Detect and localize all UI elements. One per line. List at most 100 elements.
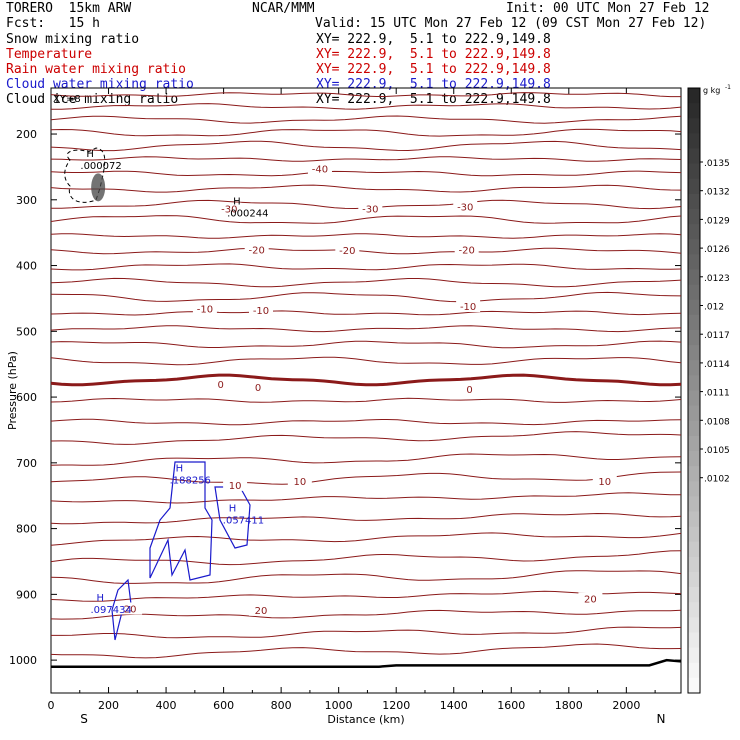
valid-time: Valid: 15 UTC Mon 27 Feb 12 (09 CST Mon …: [315, 16, 707, 31]
isotherm-line: [50, 170, 682, 177]
colorbar-swatch: [688, 193, 700, 210]
colorbar-frame: [687, 87, 701, 694]
colorbar-swatch: [688, 420, 700, 437]
isotherm-zero: [50, 373, 682, 387]
ground-surface-line: [51, 658, 682, 668]
x-tick-label: 800: [271, 699, 292, 712]
colorbar-swatch: [688, 88, 700, 104]
extremum-value: .188256: [170, 475, 211, 486]
colorbar-label: .0129: [704, 216, 730, 226]
isotherm-line: [50, 512, 682, 525]
isotherm-line: [50, 215, 682, 224]
colorbar-swatch: [688, 284, 700, 301]
y-tick-label: 1000: [9, 654, 37, 667]
isotherm-line: [50, 492, 681, 504]
isotherm-label: -10: [253, 306, 269, 317]
extremum-value: .000072: [80, 161, 121, 172]
x-tick-label: 400: [156, 699, 177, 712]
isotherm-line: [50, 431, 682, 445]
colorbar-swatch: [688, 239, 700, 255]
colorbar-swatch: [688, 375, 700, 391]
isotherm-label: -20: [339, 246, 355, 257]
contour-label-bg: [244, 243, 269, 256]
contour-label-bg: [307, 162, 332, 175]
isotherm-line: [50, 570, 682, 584]
x-tick-label: 1800: [555, 699, 583, 712]
plot-frame: [50, 87, 682, 694]
isotherm-label: 0: [255, 383, 261, 394]
contour-label-bg: [249, 603, 273, 616]
endpoint-left-label: S: [80, 712, 88, 726]
colorbar-swatch: [688, 662, 700, 679]
contour-label-bg: [223, 478, 248, 491]
isotherm-label: 10: [598, 477, 611, 488]
colorbar-label: .012: [704, 303, 724, 313]
isotherm-line: [50, 356, 682, 366]
colorbar-swatch: [688, 148, 700, 165]
colorbar-swatch: [688, 602, 700, 618]
isotherm-line: [50, 92, 681, 98]
contour-label-bg: [456, 299, 481, 312]
isotherm-label: 20: [584, 595, 597, 606]
x-tick-label: 2000: [612, 699, 640, 712]
x-tick-label: 1000: [325, 699, 353, 712]
colorbar-swatch: [688, 435, 700, 452]
colorbar-label: .0132: [704, 188, 730, 198]
isotherm-line: [50, 340, 682, 349]
extremum-value: .057411: [223, 515, 264, 526]
colorbar-swatch: [688, 103, 700, 119]
colorbar-swatch: [688, 345, 700, 361]
colorbar-swatch: [688, 254, 700, 270]
isotherm-line: [51, 103, 682, 110]
colorbar-label: .0126: [704, 245, 730, 255]
isotherm-line: [50, 643, 682, 659]
isotherm-label: -30: [362, 205, 378, 216]
extremum-marker: H: [229, 503, 237, 514]
colorbar-swatch: [688, 541, 700, 558]
y-tick-label: 300: [16, 194, 37, 207]
isotherm-line: [50, 184, 682, 193]
model-title: TORERO 15km ARW: [6, 1, 132, 16]
isotherm-line: [50, 418, 682, 426]
colorbar-swatch: [688, 496, 700, 512]
isotherm-line: [50, 128, 682, 137]
extremum-marker: H: [96, 593, 104, 604]
isotherm-label: -30: [221, 205, 237, 216]
y-tick-label: 500: [16, 325, 37, 338]
contour-label-bg: [217, 202, 242, 215]
y-tick-label: 600: [16, 391, 37, 404]
isotherm-label: 10: [293, 477, 306, 488]
isotherm-label: -40: [312, 165, 328, 176]
isotherm-line: [50, 532, 682, 546]
x-axis-label: Distance (km): [327, 713, 404, 726]
legend-label: Temperature: [6, 47, 93, 62]
isotherm-line: [51, 626, 682, 639]
isotherm-line: [50, 233, 682, 239]
isotherm-label: 10: [229, 481, 242, 492]
terrain-label: XY=8: [53, 94, 81, 105]
isotherm-label: 0: [218, 380, 224, 391]
isotherm-label: 20: [124, 604, 137, 615]
contour-label-bg: [249, 303, 273, 316]
contour-label-bg: [592, 474, 617, 487]
colorbar-label: .0111: [704, 389, 730, 399]
isotherm-line: [50, 247, 682, 255]
colorbar-label: .0114: [704, 360, 730, 370]
legend-label: Rain water mixing ratio: [6, 62, 187, 77]
colorbar-swatch: [688, 556, 700, 573]
colorbar-swatch: [688, 390, 700, 407]
y-tick-label: 900: [16, 588, 37, 601]
colorbar-label: .0105: [704, 446, 730, 456]
isotherm-label: -10: [197, 305, 213, 316]
isotherm-line: [50, 277, 682, 288]
cloud-water-contour: [149, 461, 213, 581]
colorbar-swatch: [688, 511, 700, 528]
colorbar-swatch: [688, 572, 700, 588]
colorbar-label: .0123: [704, 274, 730, 284]
contour-label-bg: [578, 592, 603, 605]
colorbar-swatch: [688, 314, 700, 331]
y-tick-label: 700: [16, 457, 37, 470]
forecast-hour: Fcst: 15 h: [6, 16, 100, 31]
y-axis-label: Pressure (hPa): [6, 351, 19, 430]
isotherm-label: -30: [457, 203, 473, 214]
